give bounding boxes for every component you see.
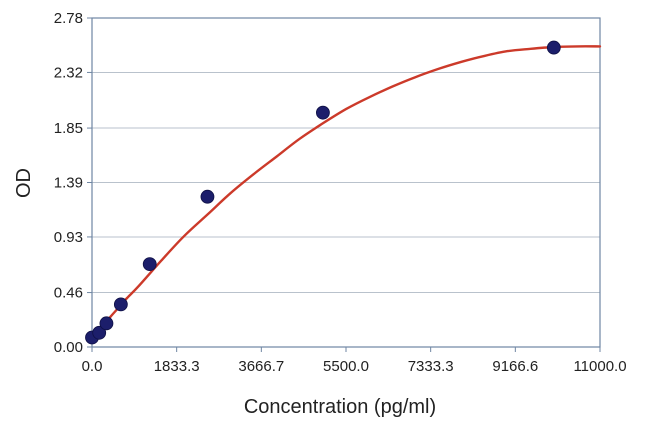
data-points-layer <box>85 40 561 345</box>
data-point <box>99 316 114 331</box>
y-tick-label: 0.93 <box>54 229 83 246</box>
y-tick-label: 0.00 <box>54 339 83 356</box>
x-tick-label: 0.0 <box>82 358 103 375</box>
y-axis-title: OD <box>13 168 35 198</box>
y-tick-label: 1.39 <box>54 175 83 192</box>
axis-ticks <box>87 17 601 352</box>
y-tick-label: 2.78 <box>54 10 83 27</box>
y-tick-label: 2.32 <box>54 64 83 81</box>
x-tick-label: 3666.7 <box>238 358 284 375</box>
x-tick-label: 1833.3 <box>154 358 200 375</box>
x-tick-label: 5500.0 <box>323 358 369 375</box>
x-axis-title: Concentration (pg/ml) <box>244 396 436 418</box>
data-point <box>546 40 561 55</box>
fitted-curve-line <box>90 45 602 338</box>
data-point <box>142 257 157 272</box>
axis-tick-labels: 0.00 0.46 0.93 1.39 1.85 2.32 2.78 0.0 1833.3 366… <box>54 10 627 375</box>
y-tick-label: 1.85 <box>54 120 83 137</box>
data-point <box>113 297 128 312</box>
fitted-curve-layer <box>90 45 602 338</box>
x-tick-label: 11000.0 <box>573 358 626 375</box>
data-point <box>92 325 107 340</box>
x-tick-label: 9166.6 <box>492 358 538 375</box>
x-tick-label: 7333.3 <box>408 358 454 375</box>
gridlines <box>92 71 600 294</box>
data-point <box>316 105 330 120</box>
y-tick-label: 0.46 <box>54 285 83 302</box>
data-point <box>200 189 215 204</box>
